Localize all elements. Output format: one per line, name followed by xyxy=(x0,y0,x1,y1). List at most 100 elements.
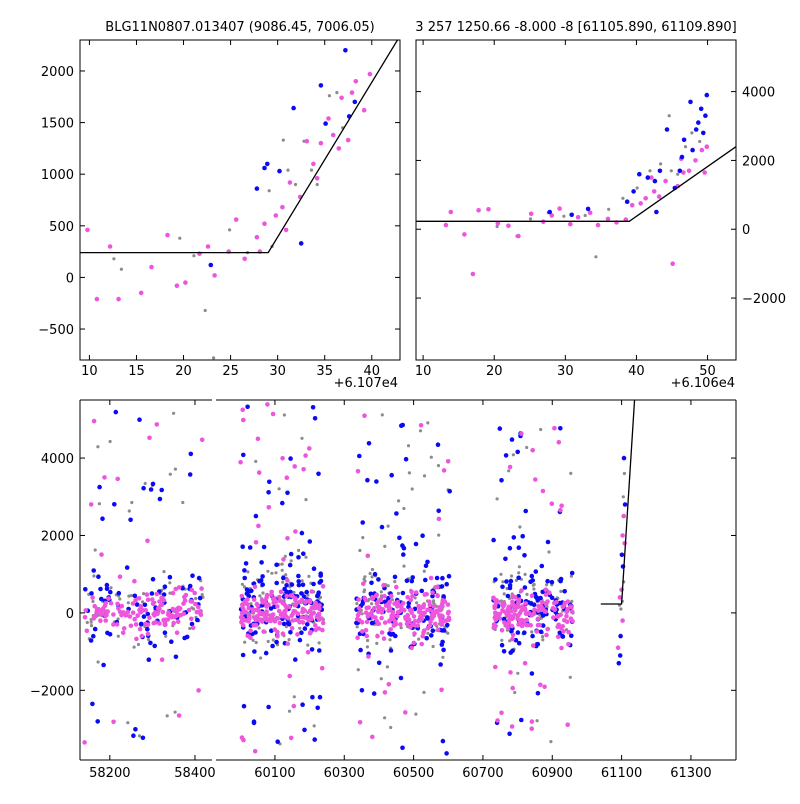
blue-data-point xyxy=(90,701,95,707)
magenta-data-point xyxy=(370,734,375,740)
magenta-data-point xyxy=(516,622,521,627)
magenta-data-point xyxy=(183,592,189,598)
blue-data-point xyxy=(297,637,303,643)
gray-data-point xyxy=(280,568,284,572)
magenta-data-point xyxy=(398,622,403,627)
magenta-data-point xyxy=(560,604,566,610)
blue-data-point xyxy=(152,643,157,649)
blue-data-point xyxy=(558,576,564,582)
gray-data-point xyxy=(622,471,627,476)
magenta-data-point xyxy=(392,618,398,624)
gray-data-point xyxy=(507,469,511,473)
magenta-data-point xyxy=(278,598,283,604)
magenta-data-point xyxy=(522,605,527,611)
blue-data-point xyxy=(296,573,301,579)
magenta-data-point xyxy=(500,608,506,614)
magenta-data-point xyxy=(147,435,152,441)
gray-data-point xyxy=(312,724,316,728)
plot-frame xyxy=(79,39,401,361)
gray-data-point xyxy=(258,594,262,598)
magenta-data-point xyxy=(370,596,376,602)
magenta-data-point xyxy=(508,670,513,675)
magenta-data-point xyxy=(381,636,387,641)
magenta-data-point xyxy=(99,612,104,617)
magenta-data-point xyxy=(247,616,252,621)
magenta-data-point xyxy=(523,611,529,617)
magenta-data-point xyxy=(186,607,192,613)
magenta-data-point xyxy=(543,609,548,614)
magenta-data-point xyxy=(138,290,144,296)
y-tick-label: −500 xyxy=(38,323,74,338)
blue-data-point xyxy=(242,575,247,581)
magenta-data-point xyxy=(281,557,286,562)
blue-data-point xyxy=(301,551,306,556)
magenta-data-point xyxy=(549,213,555,218)
magenta-data-point xyxy=(151,620,156,626)
magenta-data-point xyxy=(102,475,107,480)
magenta-data-point xyxy=(543,587,549,592)
magenta-data-point xyxy=(284,475,290,481)
magenta-data-point xyxy=(566,629,571,635)
magenta-data-point xyxy=(418,614,423,619)
blue-data-point xyxy=(688,99,693,105)
magenta-data-point xyxy=(510,685,515,691)
blue-data-point xyxy=(284,583,289,588)
magenta-data-point xyxy=(540,488,546,494)
magenta-data-point xyxy=(275,604,280,609)
magenta-data-point xyxy=(114,622,120,627)
magenta-data-point xyxy=(239,593,245,599)
blue-data-point xyxy=(309,647,315,652)
blue-data-point xyxy=(299,530,305,536)
magenta-data-point xyxy=(116,296,121,302)
blue-data-point xyxy=(265,161,270,167)
magenta-data-point xyxy=(299,614,305,620)
magenta-data-point xyxy=(380,607,386,612)
blue-data-point xyxy=(112,502,117,507)
magenta-data-point xyxy=(84,628,90,634)
magenta-data-point xyxy=(233,217,239,222)
blue-data-point xyxy=(312,416,318,421)
blue-data-point xyxy=(560,633,565,639)
blue-data-point xyxy=(83,587,88,592)
magenta-data-point xyxy=(149,264,154,270)
gray-data-point xyxy=(119,267,123,271)
magenta-data-point xyxy=(314,176,320,181)
gray-data-point xyxy=(126,601,130,605)
blue-data-point xyxy=(501,616,507,622)
blue-data-point xyxy=(501,649,507,654)
gray-data-point xyxy=(335,91,339,95)
magenta-data-point xyxy=(387,619,392,624)
magenta-data-point xyxy=(367,71,373,77)
magenta-data-point xyxy=(545,626,551,632)
gray-data-point xyxy=(355,602,359,606)
blue-data-point xyxy=(104,586,110,592)
blue-data-point xyxy=(424,635,430,641)
magenta-data-point xyxy=(492,615,498,620)
blue-data-point xyxy=(190,573,195,578)
magenta-data-point xyxy=(516,233,521,239)
magenta-data-point xyxy=(272,619,278,624)
blue-data-point xyxy=(430,593,435,599)
blue-data-point xyxy=(701,130,706,136)
gray-data-point xyxy=(274,571,278,575)
gray-data-point xyxy=(362,590,366,594)
magenta-data-point xyxy=(302,608,308,613)
y-tick-label: 4000 xyxy=(742,86,775,101)
magenta-data-point xyxy=(549,501,555,507)
gray-data-point xyxy=(422,690,426,695)
blue-data-point xyxy=(429,633,434,638)
magenta-data-point xyxy=(316,626,322,631)
magenta-data-point xyxy=(561,629,566,634)
gray-data-point xyxy=(142,592,146,596)
blue-data-point xyxy=(434,575,440,581)
x-tick-label: 35 xyxy=(316,364,333,379)
blue-data-point xyxy=(284,589,289,595)
gray-data-point xyxy=(414,712,418,716)
blue-data-point xyxy=(140,735,146,741)
magenta-data-point xyxy=(130,601,136,606)
magenta-data-point xyxy=(387,605,392,610)
y-tick-label: 0 xyxy=(66,271,74,286)
blue-data-point xyxy=(95,719,100,724)
gray-data-point xyxy=(547,550,551,554)
blue-data-point xyxy=(149,591,155,596)
